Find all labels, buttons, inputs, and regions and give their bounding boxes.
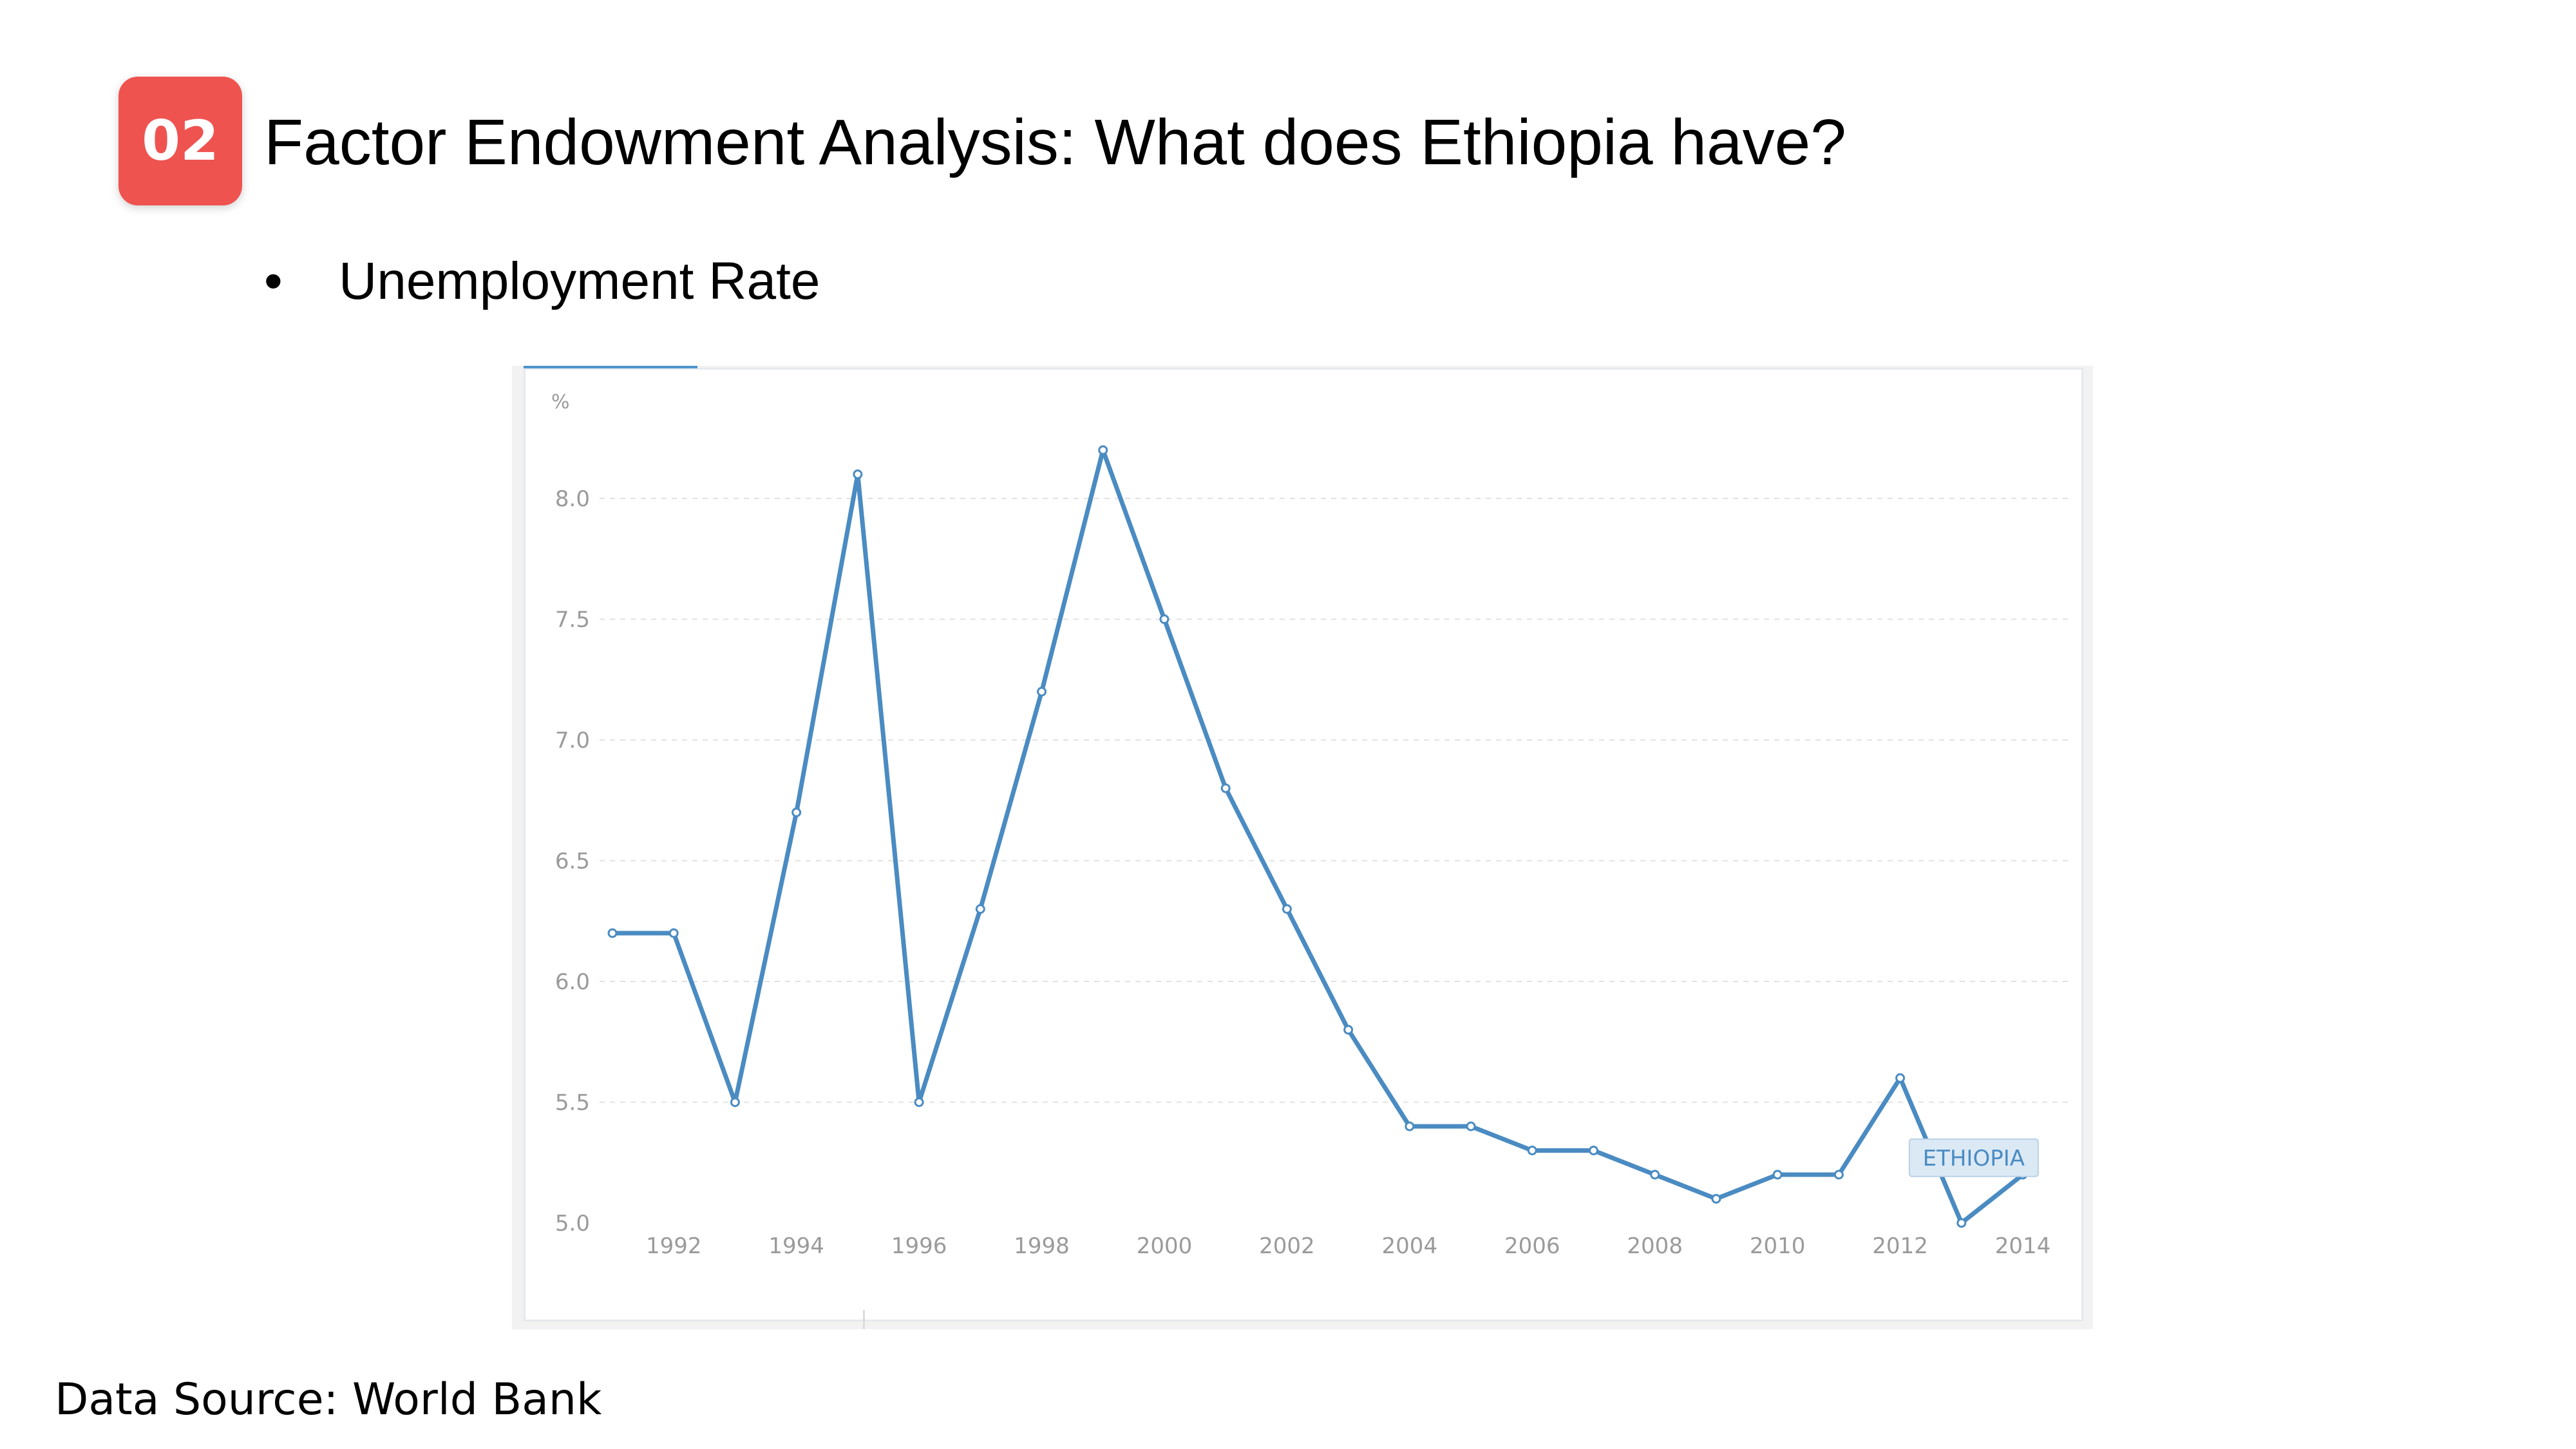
data-point: [1772, 1170, 1783, 1180]
x-tick-label: 2002: [1259, 1233, 1315, 1259]
data-point: [1588, 1146, 1598, 1155]
data-point: [1956, 1218, 1967, 1228]
data-point: [1466, 1121, 1476, 1132]
x-tick-label: 1998: [1014, 1233, 1070, 1259]
line-chart: % 5.0 5.5 6.0 6.5 7.0 7.5 8.0 1992 1994 1996 1998 20…: [551, 391, 2068, 1259]
section-number-badge: 02: [118, 77, 242, 205]
x-tick-label: 1996: [891, 1233, 947, 1259]
y-tick-label: 7.0: [555, 728, 590, 753]
y-tick-label: 8.0: [555, 486, 590, 512]
data-point: [1159, 614, 1170, 624]
data-point: [1711, 1194, 1721, 1204]
x-tick-label: 1994: [768, 1233, 824, 1259]
y-tick-label: 7.5: [555, 607, 590, 633]
data-point: [1833, 1170, 1844, 1180]
data-point: [668, 928, 679, 938]
chart-footer-divider: [863, 1310, 865, 1329]
y-tick-label: 5.5: [555, 1090, 590, 1116]
bullet-symbol: •: [264, 252, 283, 310]
data-point: [1220, 783, 1231, 793]
data-point: [1405, 1121, 1415, 1132]
x-tick-label: 2012: [1872, 1233, 1928, 1259]
chart-screenshot: % 5.0 5.5 6.0 6.5 7.0 7.5 8.0 1992 1994 1996 1998 20…: [512, 366, 2093, 1329]
data-point: [791, 808, 802, 817]
data-point: [853, 469, 863, 479]
x-tick-label: 2010: [1750, 1233, 1806, 1259]
section-number: 02: [142, 109, 219, 173]
data-point: [975, 904, 985, 914]
x-tick-label: 2008: [1627, 1233, 1683, 1259]
data-point: [1343, 1025, 1354, 1035]
series-label-box: [1908, 1138, 2039, 1177]
data-point: [1527, 1146, 1537, 1155]
data-point: [607, 928, 618, 938]
y-tick-label: 6.5: [555, 849, 590, 875]
y-tick-label: 5.0: [555, 1211, 590, 1236]
chart-active-tab-indicator: [524, 366, 697, 368]
slide-title: Factor Endowment Analysis: What does Eth…: [264, 106, 1846, 178]
x-tick-label: 2014: [1995, 1233, 2051, 1259]
series-label: ETHIOPIA: [1923, 1146, 2025, 1171]
data-point: [1098, 445, 1108, 455]
x-tick-label: 2006: [1504, 1233, 1560, 1259]
chart-panel: % 5.0 5.5 6.0 6.5 7.0 7.5 8.0 1992 1994 1996 1998 20…: [524, 368, 2083, 1321]
data-point: [1895, 1073, 1906, 1083]
series-line-ethiopia: [610, 448, 2025, 1226]
y-axis-unit-label: %: [551, 391, 570, 413]
data-point: [1282, 904, 1292, 914]
y-tick-label: 6.0: [555, 969, 590, 995]
data-point: [1037, 687, 1047, 697]
data-point: [914, 1097, 924, 1107]
data-point: [1650, 1170, 1660, 1180]
x-tick-label: 2000: [1137, 1233, 1193, 1259]
data-source: Data Source: World Bank: [55, 1374, 602, 1425]
x-tick-label: 1992: [646, 1233, 702, 1259]
data-point: [730, 1097, 740, 1107]
x-tick-label: 2004: [1382, 1233, 1438, 1259]
bullet-text: Unemployment Rate: [339, 252, 820, 310]
